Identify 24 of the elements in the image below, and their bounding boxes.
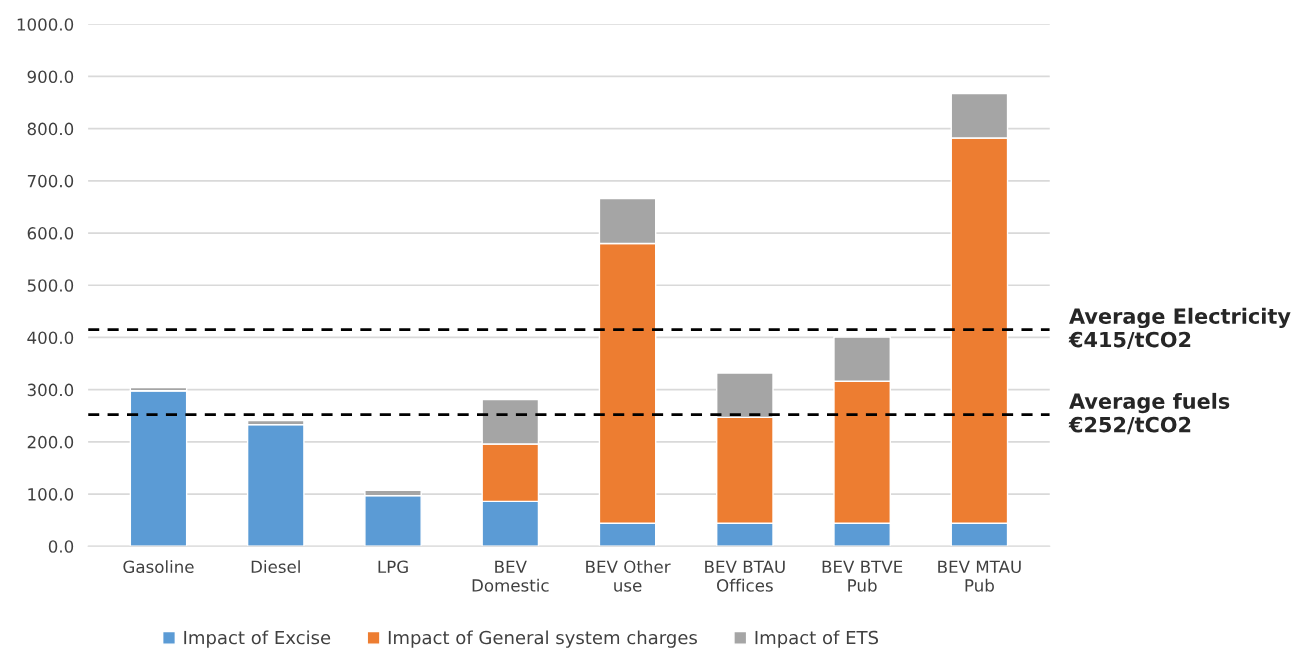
y-tick-label: 300.0 (27, 383, 74, 397)
legend-label: Impact of ETS (755, 630, 879, 648)
y-tick-label: 200.0 (27, 435, 74, 449)
ref-line-label: Average fuels €252/tCO2 (1068, 392, 1230, 435)
x-tick-label: Gasoline (123, 560, 194, 574)
y-tick-label: 400.0 (27, 331, 74, 345)
y-tick-label: 600.0 (27, 227, 74, 240)
y-tick-label: 1000.0 (17, 18, 74, 31)
x-tick-label: BEV BTAU Offices (705, 560, 785, 592)
y-tick-label: 0.0 (48, 540, 74, 553)
y-tick-label: 100.0 (28, 488, 74, 501)
y-tick-label: 800.0 (27, 122, 74, 136)
y-tick-label: 700.0 (27, 174, 74, 188)
ref-line-label: Average Electricity €415/tCO2 (1068, 307, 1291, 350)
x-tick-label: LPG (378, 560, 408, 574)
legend-label: Impact of General system charges (388, 630, 697, 648)
x-tick-label: BEV BTVE Pub (822, 560, 903, 592)
x-tick-label: BEV MTAU Pub (938, 560, 1021, 592)
y-tick-label: 900.0 (27, 70, 74, 84)
x-tick-label: BEV Other use (586, 560, 671, 592)
legend-label: Impact of Excise (184, 630, 331, 648)
y-tick-label: 500.0 (27, 279, 74, 292)
x-tick-label: BEV Domestic (472, 560, 549, 592)
x-tick-label: Diesel (251, 560, 300, 574)
